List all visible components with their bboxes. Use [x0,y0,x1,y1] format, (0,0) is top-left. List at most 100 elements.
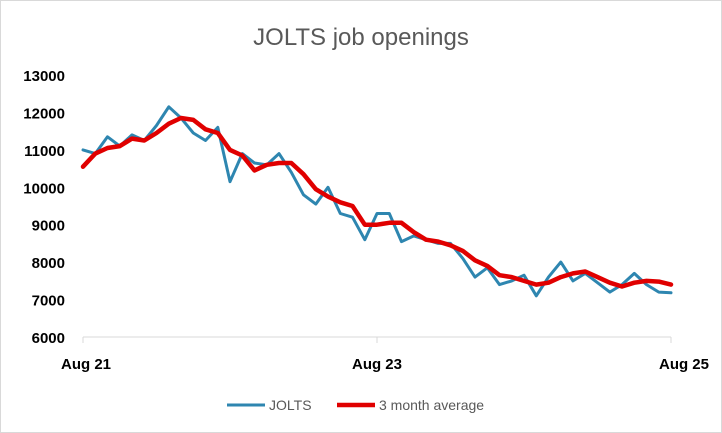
average-data-point [82,165,85,168]
jolts-data-point [290,171,293,174]
jolts-data-point [657,291,660,294]
legend: JOLTS 3 month average [227,397,484,413]
average-data-point [608,281,611,284]
average-data-point [633,281,636,284]
average-data-point [192,118,195,121]
jolts-series-line [81,105,673,298]
jolts-data-point [106,135,109,138]
average-data-point [412,231,415,234]
average-data-point [388,221,391,224]
average-data-point [486,264,489,267]
average-data-point [180,117,183,120]
jolts-data-point [363,238,366,241]
average-data-point [376,223,379,226]
jolts-data-point [314,203,317,206]
average-data-point [449,244,452,247]
jolts-data-point [131,133,134,136]
jolts-data-point [572,279,575,282]
y-axis-ticks: 6000 7000 8000 9000 10000 11000 12000 13000 [23,68,65,347]
y-tick-label: 13000 [23,68,65,85]
x-tick-label: Aug 23 [352,356,402,373]
average-data-point [131,137,134,140]
average-data-point [229,148,232,151]
jolts-data-point [351,216,354,219]
jolts-data-point [82,148,85,151]
average-data-point [584,270,587,273]
jolts-data-point [253,162,256,165]
average-data-point [118,145,121,148]
y-tick-label: 10000 [23,180,65,197]
average-data-point [155,132,158,135]
average-series-line [80,115,674,289]
jolts-data-point [596,281,599,284]
jolts-data-point [376,212,379,215]
average-data-point [278,162,281,165]
jolts-data-point [388,212,391,215]
average-data-point [265,163,268,166]
jolts-data-point [633,272,636,275]
y-tick-label: 11000 [24,143,65,160]
jolts-data-point [559,261,562,264]
jolts-data-point [155,124,158,127]
average-data-point [547,281,550,284]
average-data-point [351,205,354,208]
jolts-data-point [339,212,342,215]
average-data-point [523,279,526,282]
average-data-point [572,272,575,275]
average-data-point [253,169,256,172]
average-data-point [314,188,317,191]
jolts-data-point [608,291,611,294]
jolts-data-point [229,180,232,183]
jolts-data-point [523,274,526,277]
average-data-point [216,132,219,135]
jolts-data-point [204,139,207,142]
average-data-point [437,240,440,243]
average-data-point [94,152,97,155]
average-data-point [302,173,305,176]
jolts-data-point [216,126,219,129]
average-data-point [670,283,673,286]
legend-label-average: 3 month average [379,397,484,413]
legend-label-jolts: JOLTS [269,397,312,413]
series-lines [80,105,674,298]
y-tick-label: 12000 [23,105,65,122]
jolts-data-point [547,276,550,279]
x-tick-label: Aug 21 [61,356,111,373]
average-data-point [657,280,660,283]
jolts-data-point [192,132,195,135]
average-data-point [559,276,562,279]
jolts-data-point [645,283,648,286]
average-data-point [204,128,207,131]
y-tick-label: 6000 [32,330,65,347]
x-tick-label: Aug 25 [659,356,709,373]
average-data-point [143,139,146,142]
average-data-point [167,122,170,125]
jolts-data-point [461,257,464,260]
jolts-data-point [535,294,538,297]
jolts-data-point [670,291,673,294]
y-tick-label: 7000 [32,293,65,310]
jolts-data-point [167,105,170,108]
average-data-point [535,283,538,286]
chart-title: JOLTS job openings [253,24,469,51]
jolts-data-point [400,240,403,243]
jolts-data-point [302,193,305,196]
jolts-data-point [327,186,330,189]
average-data-point [400,221,403,224]
average-data-point [290,162,293,165]
jolts-data-point [278,152,281,155]
average-data-point [596,276,599,279]
average-data-point [461,249,464,252]
average-data-point [106,147,109,150]
average-data-point [645,279,648,282]
average-data-point [510,276,513,279]
average-data-point [498,274,501,277]
jolts-data-point [510,279,513,282]
average-data-point [474,259,477,262]
average-data-point [327,195,330,198]
average-data-point [425,238,428,241]
average-data-point [363,223,366,226]
jolts-data-point [498,283,501,286]
